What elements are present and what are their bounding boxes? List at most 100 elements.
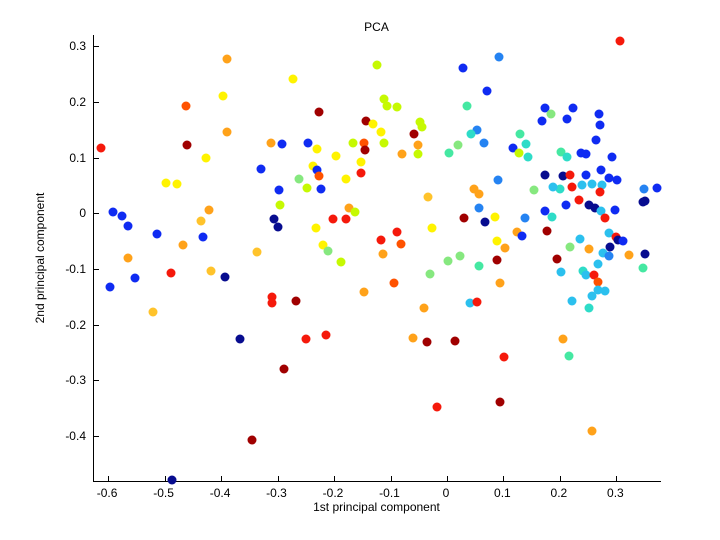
scatter-point [166, 268, 176, 278]
scatter-point [161, 178, 171, 188]
scatter-point [303, 138, 313, 148]
x-tick-label: -0.6 [96, 486, 118, 500]
scatter-point [652, 183, 662, 193]
scatter-point [273, 222, 283, 232]
scatter-point [482, 86, 492, 96]
scatter-point [415, 117, 425, 127]
scatter-point [376, 127, 386, 137]
scatter-point [591, 135, 601, 145]
scatter-point [341, 174, 351, 184]
x-tick-label: -0.3 [266, 486, 287, 500]
scatter-point [275, 200, 285, 210]
x-tick-label: -0.2 [322, 486, 344, 500]
scatter-point [417, 122, 427, 132]
scatter-point [575, 234, 585, 244]
scatter-point [514, 148, 524, 158]
scatter-point [432, 402, 442, 412]
scatter-point [596, 165, 606, 175]
scatter-point [453, 140, 463, 150]
y-tick-label: -0.2 [65, 317, 86, 332]
scatter-point [444, 148, 454, 158]
scatter-point [427, 223, 437, 233]
scatter-point [515, 129, 525, 139]
scatter-point [521, 139, 531, 149]
scatter-point [397, 149, 407, 159]
scatter-point [274, 185, 284, 195]
y-tick-label: -0.4 [65, 428, 86, 443]
scatter-point [178, 240, 188, 250]
scatter-point [344, 203, 354, 213]
scatter-point [328, 214, 338, 224]
scatter-point [425, 269, 435, 279]
x-axis-tick [164, 476, 166, 481]
scatter-point [314, 171, 324, 181]
x-axis-tick [447, 476, 448, 481]
scatter-point [598, 248, 608, 258]
scatter-point [500, 243, 510, 253]
scatter-point [597, 180, 607, 190]
scatter-point [565, 242, 575, 252]
scatter-point [331, 151, 341, 161]
y-tick-label: -0.3 [65, 373, 86, 388]
scatter-point [314, 107, 324, 117]
scatter-point [600, 286, 610, 296]
scatter-point [537, 116, 547, 126]
scatter-point [638, 197, 648, 207]
scatter-point [267, 298, 277, 308]
x-tick-label: 0 [442, 486, 450, 500]
scatter-point [341, 214, 351, 224]
scatter-point [277, 139, 287, 149]
scatter-point [316, 184, 326, 194]
scatter-point [610, 205, 620, 215]
x-axis-tick [277, 476, 279, 481]
scatter-point [595, 187, 605, 196]
scatter-point [638, 263, 648, 273]
scatter-point [594, 109, 604, 119]
x-axis-tick [334, 476, 335, 481]
scatter-point [607, 152, 617, 162]
scatter-point [492, 236, 502, 246]
scatter-point [512, 227, 522, 237]
scatter-point [574, 195, 584, 205]
scatter-point [596, 206, 606, 216]
scatter-point [567, 296, 577, 306]
scatter-point [413, 149, 423, 159]
scatter-point [301, 334, 311, 344]
scatter-point [321, 330, 331, 340]
scatter-point [361, 116, 371, 126]
scatter-point [378, 249, 388, 259]
scatter-point [409, 129, 419, 139]
scatter-point [547, 212, 557, 222]
scatter-point [396, 239, 406, 249]
scatter-point [558, 171, 568, 181]
scatter-point [459, 213, 469, 223]
y-axis-tick [94, 157, 99, 159]
x-axis-tick [221, 476, 223, 481]
scatter-point [382, 101, 392, 111]
scatter-point [458, 63, 468, 73]
scatter-point [423, 192, 433, 202]
scatter-point [350, 207, 360, 217]
scatter-point [540, 103, 550, 113]
scatter-point [201, 153, 211, 163]
y-tick-label: -0.1 [65, 261, 86, 276]
scatter-point [495, 397, 505, 407]
scatter-point [117, 211, 127, 221]
x-tick-label: 0.3 [607, 486, 624, 500]
scatter-point [235, 334, 245, 344]
scatter-point [312, 165, 322, 175]
scatter-point [294, 174, 304, 184]
scatter-point [556, 267, 566, 277]
scatter-point [372, 60, 382, 69]
scatter-point [204, 205, 214, 215]
x-tick-label: -0.1 [379, 486, 400, 500]
scatter-point [123, 221, 133, 231]
scatter-point [590, 203, 600, 213]
scatter-point [413, 140, 423, 150]
scatter-point [96, 143, 106, 153]
scatter-point [206, 266, 216, 276]
scatter-point [472, 297, 482, 307]
scatter-point [450, 336, 460, 346]
scatter-point [474, 189, 484, 199]
scatter-point [288, 74, 298, 84]
